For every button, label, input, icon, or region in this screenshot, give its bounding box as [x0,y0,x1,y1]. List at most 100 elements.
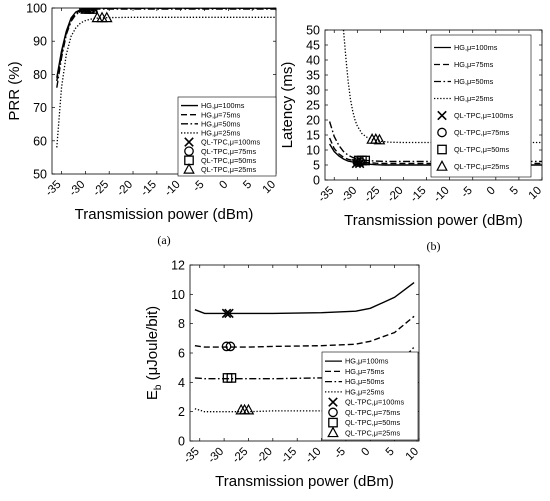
x-tick-label: -15 [139,179,159,199]
y-tick-label: 90 [33,35,47,49]
legend-label: HG,μ=25ms [454,94,494,103]
y-tick-label: 6 [178,347,185,361]
legend-marker [184,146,194,157]
legend-marker [327,426,339,438]
panel-c: -35 -30 -25 -20 -15 -10 -5 0 5 10024681012Transmi… [144,259,421,501]
legend-label: QL-TPC,μ=75ms [345,408,400,417]
x-tick-label: 5 [384,446,397,459]
y-tick-label: 0 [178,435,185,449]
y-tick-label: 0 [313,174,320,188]
legend-box [430,34,532,178]
x-axis-label: Transmission power (dBm) [215,473,394,490]
series-line [56,8,276,88]
x-tick-label: -10 [163,179,183,199]
data-point [221,341,232,352]
y-tick-label: 70 [33,101,47,115]
x-tick-label: 5 [241,179,254,192]
legend-label: HG,μ=50ms [201,119,241,128]
y-tick-label: 50 [33,168,47,182]
data-point [91,11,104,23]
legend-marker [437,127,447,138]
legend-marker [437,110,447,121]
x-tick-label: 10 [527,185,545,203]
legend-label: QL-TPC,μ=50ms [454,145,509,154]
legend-label: QL-TPC,μ=75ms [454,128,509,137]
y-tick-label: 40 [306,54,320,68]
legend-label: HG,μ=50ms [454,77,494,86]
x-tick-label: -20 [115,179,135,199]
y-tick-label: 8 [178,317,185,331]
series-group [56,8,276,148]
x-tick-label: -35 [182,446,202,466]
data-point [221,308,232,319]
legend-label: QL-TPC,μ=100ms [345,398,405,407]
legend-marker [183,162,195,174]
legend-label: QL-TPC,μ=100ms [201,138,261,147]
y-tick-label: 60 [33,134,47,148]
x-tick-label: -25 [230,446,250,466]
x-tick-label: 10 [261,179,279,197]
y-axis-label: PRR (%) [6,61,23,120]
legend-label: QL-TPC,μ=25ms [454,162,509,171]
y-tick-label: 80 [33,68,47,82]
data-point [225,341,236,352]
x-tick-label: -30 [67,179,87,199]
data-point [373,133,386,145]
legend-label: HG,μ=75ms [345,367,385,376]
y-tick-label: 25 [306,99,320,113]
x-tick-label: -10 [432,185,452,205]
y-tick-label: 35 [306,69,320,83]
legend-label: QL-TPC,μ=25ms [345,428,400,437]
legend-label: HG,μ=25ms [201,129,241,138]
legend: HG,μ=100msHG,μ=75msHG,μ=50msHG,μ=25msQL-… [177,96,277,177]
x-tick-label: 0 [359,446,372,459]
series-line [328,137,542,165]
y-tick-label: 12 [171,259,185,273]
legend: HG,μ=100msHG,μ=75msHG,μ=50msHG,μ=25msQL-… [321,351,419,441]
x-tick-label: -25 [362,185,382,205]
legend-marker [437,144,447,155]
series-line [194,377,415,413]
series-line [194,282,415,315]
y-tick-label: 50 [306,24,320,38]
panel-b: -35 -30 -25 -20 -15 -10 -5 0 5 100510152025303540… [279,24,544,254]
y-tick-label: 100 [26,2,47,16]
series-line [56,16,276,148]
x-axis-label: Transmission power (dBm) [344,212,523,229]
data-point [242,403,255,415]
panel-label: (b) [427,239,441,253]
series-line [56,8,276,82]
y-tick-label: 30 [306,84,320,98]
data-point [101,11,113,23]
x-tick-label: -25 [91,179,111,199]
x-tick-label: -5 [459,185,475,201]
x-tick-label: -15 [279,446,299,466]
x-tick-label: -30 [206,446,226,466]
x-tick-label: -10 [303,446,323,466]
x-tick-label: 0 [217,179,230,192]
legend-label: HG,μ=75ms [454,60,494,69]
series-line [342,30,542,144]
x-tick-label: -35 [316,185,336,205]
legend-label: HG,μ=100ms [454,43,498,52]
y-tick-label: 4 [178,376,185,390]
y-tick-label: 20 [306,114,320,128]
x-tick-label: -20 [255,446,275,466]
y-axis-label: Latency (ms) [279,62,296,149]
y-tick-label: 2 [178,405,185,419]
x-tick-label: -30 [339,185,359,205]
legend-label: QL-TPC,μ=25ms [201,165,256,174]
data-point [224,308,234,319]
legend-label: QL-TPC,μ=50ms [345,418,400,427]
x-tick-label: -5 [191,179,207,195]
legend-label: QL-TPC,μ=100ms [454,111,514,120]
y-tick-label: 45 [306,39,320,53]
x-tick-label: 0 [485,185,498,198]
data-point [226,373,237,383]
data-point [360,155,371,166]
series-line [194,346,415,380]
legend-marker [328,397,338,407]
series-line [56,8,276,78]
x-tick-label: 5 [508,185,521,198]
